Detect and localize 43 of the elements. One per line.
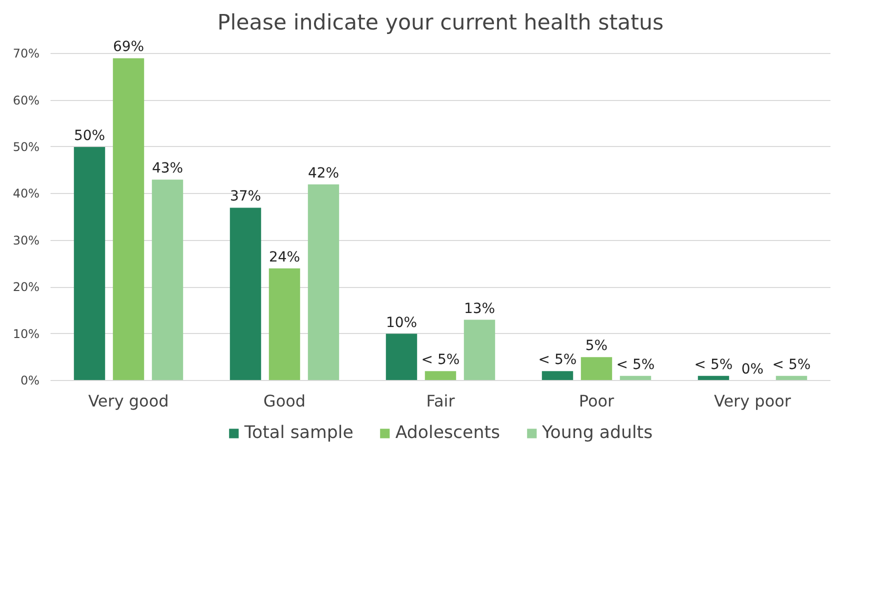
bar xyxy=(308,184,340,380)
x-tick-label: Good xyxy=(263,392,306,410)
data-label: 5% xyxy=(585,338,608,354)
bar xyxy=(152,180,184,380)
x-tick-label: Fair xyxy=(426,392,456,410)
legend-label: Total sample xyxy=(244,423,354,443)
bar xyxy=(386,334,418,380)
legend-label: Young adults xyxy=(542,423,653,443)
bar xyxy=(580,357,612,380)
data-label: 0% xyxy=(741,362,764,378)
chart-title: Please indicate your current health status xyxy=(217,10,664,36)
bar xyxy=(112,58,144,380)
bar xyxy=(542,371,574,380)
y-tick-label: 50% xyxy=(12,140,40,154)
x-tick-label: Very poor xyxy=(714,392,792,410)
data-label: 13% xyxy=(464,300,496,317)
y-tick-label: 60% xyxy=(12,93,40,108)
data-label: 69% xyxy=(112,39,144,56)
y-tick-label: 0% xyxy=(20,374,40,388)
bar xyxy=(464,320,496,380)
data-label: < 5% xyxy=(694,356,733,373)
data-label: < 5% xyxy=(772,356,811,373)
data-label: 37% xyxy=(230,188,262,205)
data-label: < 5% xyxy=(421,352,460,368)
legend-label: Adolescents xyxy=(395,423,500,443)
bar xyxy=(74,146,106,380)
data-label: 50% xyxy=(74,128,106,144)
bar xyxy=(230,208,262,380)
bar xyxy=(268,268,300,380)
x-tick-label: Poor xyxy=(578,392,615,410)
data-label: 10% xyxy=(386,314,418,331)
data-label: < 5% xyxy=(616,356,655,373)
data-label: 24% xyxy=(268,249,300,266)
y-tick-label: 40% xyxy=(12,186,40,201)
bar xyxy=(424,371,456,380)
y-tick-label: 10% xyxy=(12,326,40,341)
data-label: < 5% xyxy=(538,352,577,368)
x-tick-label: Very good xyxy=(88,392,169,410)
data-label: 43% xyxy=(152,160,184,177)
y-tick-label: 30% xyxy=(12,233,40,248)
y-tick-label: 70% xyxy=(12,46,40,61)
y-tick-label: 20% xyxy=(12,280,40,294)
data-label: 42% xyxy=(308,165,340,182)
